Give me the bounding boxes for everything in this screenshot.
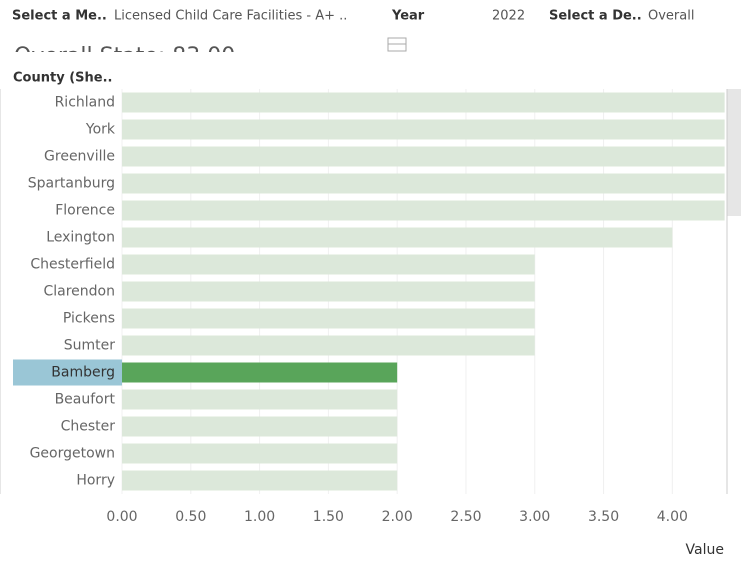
- filter-label[interactable]: Year: [391, 9, 425, 24]
- x-tick-label: 2.00: [382, 509, 413, 525]
- bar: [122, 200, 725, 221]
- y-tick-label: York: [85, 122, 116, 138]
- y-tick-label: Lexington: [46, 230, 115, 246]
- scrollbar[interactable]: [727, 89, 741, 216]
- bar: [122, 146, 725, 167]
- bar: [122, 173, 725, 194]
- filter-label[interactable]: Select a Me..: [12, 9, 107, 24]
- y-tick-label: Florence: [55, 203, 115, 219]
- x-tick-label: 1.50: [313, 509, 344, 525]
- bar: [122, 416, 398, 437]
- x-tick-label: 3.50: [588, 509, 619, 525]
- y-title: County (She..: [13, 71, 112, 86]
- x-tick-label: 1.00: [244, 509, 275, 525]
- x-tick-label: 0.50: [175, 509, 206, 525]
- bar: [122, 362, 398, 383]
- y-tick-label: Georgetown: [30, 446, 115, 462]
- y-tick-label: Pickens: [63, 311, 115, 327]
- summary: Overall State: 83.00: [14, 44, 235, 69]
- y-tick-label: Spartanburg: [28, 176, 115, 192]
- x-tick-label: 3.00: [519, 509, 550, 525]
- highlight-label: [13, 359, 122, 386]
- y-tick-label: Richland: [55, 95, 115, 111]
- filter-label[interactable]: Select a De..: [549, 9, 642, 24]
- bar: [122, 119, 725, 140]
- x-title: Value: [686, 542, 724, 558]
- bar: [122, 281, 535, 302]
- bar: [122, 335, 535, 356]
- bar: [122, 227, 673, 248]
- y-tick-label: Horry: [76, 473, 115, 489]
- y-tick-label: Chester: [61, 419, 116, 435]
- bar: [122, 443, 398, 464]
- bar: [122, 308, 535, 329]
- y-tick-label: Greenville: [44, 149, 115, 165]
- bar: [122, 92, 725, 113]
- bar: [122, 470, 398, 491]
- filter-value[interactable]: Overall: [648, 9, 694, 24]
- y-tick-label: Clarendon: [43, 284, 115, 300]
- x-tick-label: 2.50: [450, 509, 481, 525]
- filter-value[interactable]: Licensed Child Care Facilities - A+ ..: [114, 9, 347, 24]
- filter-value[interactable]: 2022: [492, 9, 525, 24]
- y-tick-label: Beaufort: [55, 392, 116, 408]
- y-tick-label: Bamberg: [51, 365, 115, 381]
- y-tick-label: Sumter: [64, 338, 116, 354]
- bar: [122, 389, 398, 410]
- x-tick-label: 0.00: [106, 509, 137, 525]
- bar: [122, 254, 535, 275]
- x-tick-label: 4.00: [657, 509, 688, 525]
- y-tick-label: Chesterfield: [30, 257, 115, 273]
